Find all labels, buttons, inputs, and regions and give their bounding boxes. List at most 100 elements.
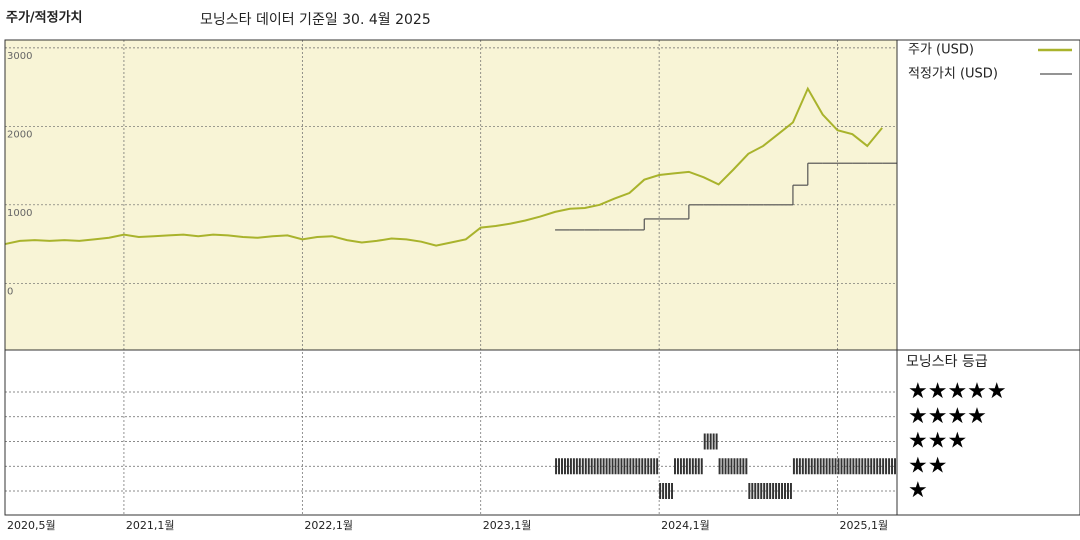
rating-tick xyxy=(831,458,834,475)
rating-tick xyxy=(668,483,671,499)
rating-tick xyxy=(888,458,891,475)
rating-label: ★★ xyxy=(908,453,947,478)
chart-title: 주가/적정가치 xyxy=(6,10,83,26)
rating-tick xyxy=(602,458,605,475)
rating-tick xyxy=(650,458,653,475)
rating-tick xyxy=(822,458,825,475)
rating-label: ★★★★★ xyxy=(908,379,1007,404)
rating-tick xyxy=(763,483,766,499)
rating-tick xyxy=(846,458,849,475)
x-tick-label: 2023,1월 xyxy=(483,519,532,532)
rating-tick xyxy=(575,458,578,475)
rating-title: 모닝스타 등급 xyxy=(906,354,988,370)
rating-tick xyxy=(641,458,644,475)
rating-tick xyxy=(712,433,715,450)
rating-tick xyxy=(584,458,587,475)
rating-tick xyxy=(566,458,569,475)
rating-tick xyxy=(605,458,608,475)
rating-tick xyxy=(813,458,816,475)
rating-tick xyxy=(659,483,662,499)
rating-tick xyxy=(760,483,763,499)
rating-tick xyxy=(706,433,709,450)
rating-tick xyxy=(578,458,581,475)
rating-tick xyxy=(789,483,792,499)
rating-tick xyxy=(688,458,691,475)
rating-tick xyxy=(691,458,694,475)
rating-tick xyxy=(563,458,566,475)
rating-tick xyxy=(653,458,656,475)
rating-tick xyxy=(825,458,828,475)
rating-tick xyxy=(873,458,876,475)
rating-tick xyxy=(751,483,754,499)
rating-tick xyxy=(626,458,629,475)
frame xyxy=(4,39,1080,516)
rating-tick xyxy=(694,458,697,475)
x-tick-label: 2020,5월 xyxy=(7,519,56,532)
rating-tick xyxy=(828,458,831,475)
rating-tick xyxy=(700,458,703,475)
rating-tick xyxy=(786,483,789,499)
rating-tick xyxy=(843,458,846,475)
rating-tick xyxy=(676,458,679,475)
rating-tick xyxy=(840,458,843,475)
rating-tick xyxy=(870,458,873,475)
rating-tick xyxy=(608,458,611,475)
y-tick-label: 0 xyxy=(7,286,13,297)
rating-tick xyxy=(867,458,870,475)
rating-label: ★★★★ xyxy=(908,404,987,429)
rating-tick xyxy=(623,458,626,475)
price-line xyxy=(4,86,883,247)
rating-tick xyxy=(662,483,665,499)
rating-tick xyxy=(849,458,852,475)
rating-tick xyxy=(858,458,861,475)
rating-tick xyxy=(855,458,858,475)
rating-tick xyxy=(709,433,712,450)
rating-tick xyxy=(792,458,795,475)
rating-tick xyxy=(876,458,879,475)
rating-tick xyxy=(599,458,602,475)
plot: 0 1000 2000 3000 2020,5월 2021,1월 2022,1월 2023,1… xyxy=(4,40,1072,532)
rating-tick xyxy=(638,458,641,475)
rating-tick xyxy=(784,483,786,499)
rating-tick xyxy=(617,458,620,475)
rating-tick xyxy=(647,458,650,475)
rating-tick xyxy=(810,458,813,475)
rating-tick xyxy=(590,458,593,475)
rating-tick xyxy=(801,458,804,475)
rating-tick xyxy=(733,458,736,475)
rating-tick xyxy=(742,458,745,475)
rating-tick xyxy=(891,458,894,475)
rating-tick xyxy=(775,483,778,499)
rating-tick xyxy=(861,458,864,475)
rating-tick xyxy=(674,458,676,475)
rating-label: ★ xyxy=(908,478,928,503)
chart-subtitle: 모닝스타 데이터 기준일 30. 4월 2025 xyxy=(200,12,431,28)
rating-tick xyxy=(834,458,837,475)
y-tick-label: 3000 xyxy=(7,51,32,62)
rating-tick xyxy=(587,458,590,475)
plot-background xyxy=(5,40,897,350)
rating-tick xyxy=(804,458,807,475)
rating-tick xyxy=(736,458,739,475)
rating-tick xyxy=(778,483,781,499)
rating-tick xyxy=(596,458,599,475)
x-tick-label: 2024,1월 xyxy=(661,519,710,532)
rating-tick xyxy=(721,458,724,475)
rating-tick xyxy=(724,458,727,475)
rating-tick xyxy=(671,483,673,499)
rating-tick xyxy=(558,458,561,475)
rating-tick xyxy=(679,458,682,475)
rating-tick xyxy=(581,458,584,475)
rating-tick xyxy=(561,458,563,475)
rating-tick xyxy=(632,458,635,475)
rating-tick xyxy=(894,458,896,475)
rating-tick xyxy=(644,458,647,475)
rating-tick xyxy=(837,458,840,475)
rating-tick xyxy=(614,458,617,475)
rating-tick xyxy=(635,458,638,475)
rating-tick xyxy=(739,458,742,475)
rating-tick xyxy=(569,458,572,475)
rating-tick xyxy=(718,458,721,475)
rating-tick xyxy=(769,483,772,499)
legend-label: 주가 (USD) xyxy=(908,43,974,58)
